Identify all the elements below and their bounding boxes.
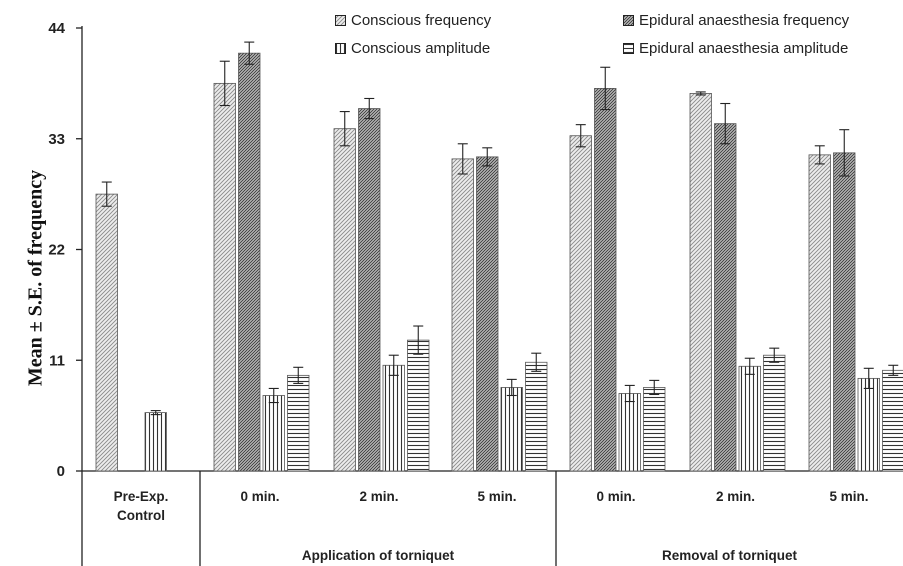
bar-epidural-amplitude — [287, 374, 310, 472]
error-bar-conscious-amplitude — [150, 410, 161, 416]
error-bar-conscious-amplitude — [624, 384, 635, 403]
error-bar-conscious-frequency — [457, 143, 468, 175]
y-tick-label: 33 — [48, 131, 65, 148]
x-category-label: 5 min. — [829, 489, 868, 504]
error-bar-epidural-amplitude — [531, 352, 542, 372]
legend-item-epidural-frequency: Epidural anaesthesia frequency — [623, 12, 849, 29]
error-bar-epidural-frequency — [364, 97, 375, 120]
bars — [95, 52, 903, 472]
bar-epidural-amplitude — [763, 354, 786, 472]
y-tick-label: 44 — [48, 20, 65, 37]
bar-epidural-frequency — [238, 52, 261, 472]
error-bar-epidural-amplitude — [413, 325, 424, 355]
bar-epidural-frequency — [358, 108, 381, 472]
error-bar-conscious-amplitude — [506, 378, 517, 397]
error-bar-conscious-frequency — [219, 60, 230, 107]
error-bar-epidural-frequency — [600, 66, 611, 111]
x-section-label: Removal of torniquet — [662, 548, 798, 563]
bar-conscious-amplitude — [738, 365, 761, 472]
error-bar-epidural-amplitude — [293, 366, 304, 384]
bar-epidural-amplitude — [643, 387, 666, 472]
legend-item-epidural-amplitude: Epidural anaesthesia amplitude — [623, 40, 848, 57]
y-axis-label: Mean ± S.E. of frequency — [24, 169, 47, 387]
legend-item-conscious-frequency: Conscious frequency — [335, 12, 491, 29]
error-bar-conscious-frequency — [101, 181, 112, 207]
bar-conscious-frequency — [808, 154, 831, 472]
bar-epidural-frequency — [476, 156, 499, 472]
legend-item-conscious-amplitude: Conscious amplitude — [335, 40, 490, 57]
x-section-label: Application of torniquet — [302, 548, 455, 563]
x-labels: Pre-Exp. Control 0 min. 2 min. 5 min. 0 min. 2… — [114, 489, 869, 563]
legend-swatch-epidural-amplitude — [623, 43, 634, 54]
legend-swatch-epidural-frequency — [623, 15, 634, 26]
error-bar-conscious-amplitude — [268, 387, 279, 404]
bar-conscious-amplitude — [144, 412, 167, 472]
error-bar-conscious-amplitude — [388, 354, 399, 376]
error-bar-conscious-amplitude — [863, 367, 874, 389]
legend-label-conscious-frequency: Conscious frequency — [351, 12, 492, 29]
error-bar-epidural-amplitude — [888, 364, 899, 376]
y-tick-label: 11 — [49, 352, 65, 369]
bar-conscious-frequency — [95, 193, 118, 472]
bar-conscious-frequency — [213, 82, 236, 472]
legend-label-epidural-amplitude: Epidural anaesthesia amplitude — [639, 40, 849, 57]
axes: 0 11 22 33 44 — [48, 20, 903, 566]
x-category-label: 5 min. — [477, 489, 516, 504]
bar-epidural-amplitude — [882, 369, 903, 472]
bar-epidural-frequency — [714, 123, 737, 472]
legend-label-conscious-amplitude: Conscious amplitude — [351, 40, 491, 57]
error-bar-conscious-amplitude — [744, 357, 755, 375]
error-bar-conscious-frequency — [695, 91, 706, 96]
error-bars — [101, 41, 899, 416]
bar-epidural-frequency — [594, 88, 617, 472]
error-bar-epidural-amplitude — [769, 347, 780, 363]
bar-conscious-frequency — [689, 93, 712, 472]
error-bar-conscious-frequency — [339, 111, 350, 147]
error-bar-epidural-amplitude — [649, 379, 660, 396]
legend-swatch-conscious-amplitude — [335, 43, 346, 54]
error-bar-epidural-frequency — [244, 41, 255, 65]
bar-conscious-frequency — [569, 135, 592, 472]
x-category-label: 2 min. — [359, 489, 398, 504]
legend-swatch-conscious-frequency — [335, 15, 346, 26]
x-category-label: 0 min. — [240, 489, 279, 504]
error-bar-conscious-frequency — [575, 124, 586, 148]
y-tick-label: 0 — [57, 463, 65, 480]
error-bar-epidural-frequency — [839, 129, 850, 177]
x-category-label: 2 min. — [716, 489, 755, 504]
y-tick-label: 22 — [48, 242, 65, 259]
bar-conscious-amplitude — [382, 364, 405, 472]
bar-epidural-amplitude — [525, 361, 548, 472]
bar-conscious-amplitude — [857, 377, 880, 472]
x-category-label: 0 min. — [596, 489, 635, 504]
bar-conscious-amplitude — [618, 393, 641, 472]
bar-conscious-amplitude — [500, 387, 523, 472]
bar-epidural-amplitude — [407, 339, 430, 472]
error-bar-conscious-frequency — [814, 145, 825, 165]
error-bar-epidural-frequency — [720, 102, 731, 145]
bar-epidural-frequency — [833, 152, 856, 472]
x-category-label: Pre-Exp. Control — [114, 489, 169, 523]
legend-label-epidural-frequency: Epidural anaesthesia frequency — [639, 12, 850, 29]
bar-conscious-frequency — [333, 128, 356, 472]
bar-conscious-frequency — [451, 158, 474, 472]
error-bar-epidural-frequency — [482, 147, 493, 167]
bar-conscious-amplitude — [262, 395, 285, 472]
